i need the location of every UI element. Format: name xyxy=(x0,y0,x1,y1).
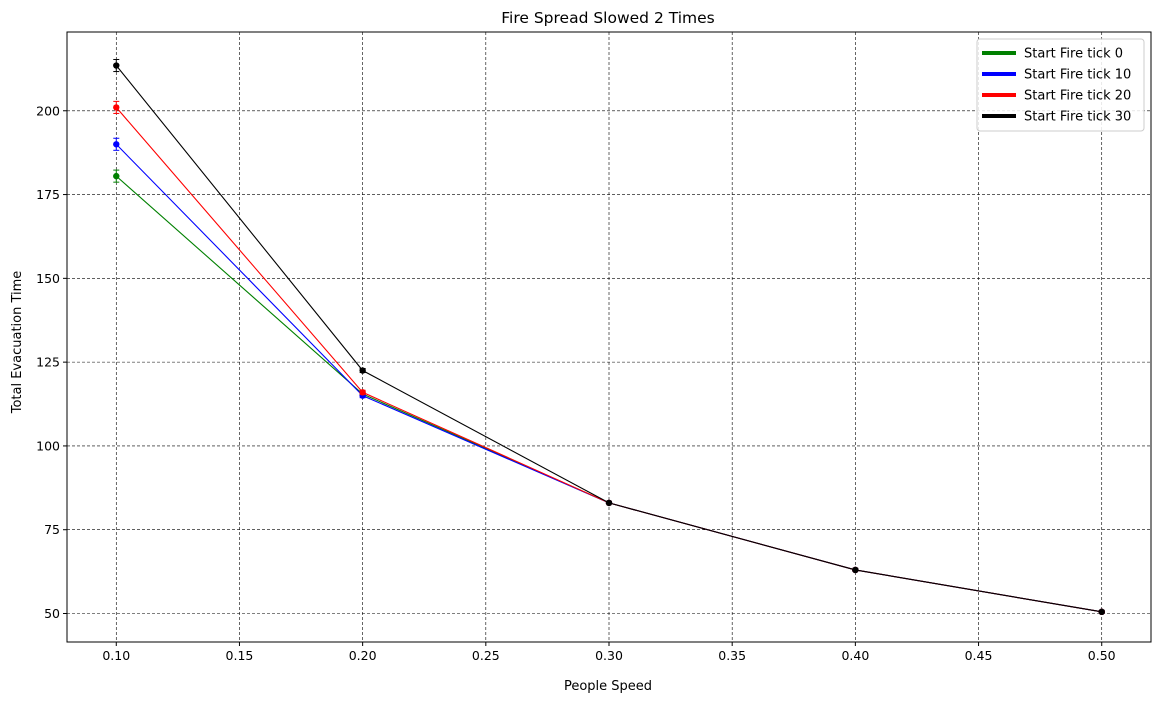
x-axis-label: People Speed xyxy=(564,679,652,694)
series-3 xyxy=(113,58,1105,616)
y-axis-ticks: 50 75 100 125 150 175 200 xyxy=(36,103,67,621)
y-tick-label: 125 xyxy=(36,355,60,370)
legend-label: Start Fire tick 20 xyxy=(1024,89,1131,104)
x-tick-label: 0.15 xyxy=(226,648,254,663)
x-tick-label: 0.45 xyxy=(965,648,993,663)
x-tick-label: 0.50 xyxy=(1088,648,1116,663)
data-point xyxy=(113,62,120,69)
data-point xyxy=(852,566,859,574)
data-point xyxy=(359,389,366,396)
data-point xyxy=(1098,608,1105,616)
x-tick-label: 0.30 xyxy=(595,648,623,663)
x-tick-label: 0.25 xyxy=(472,648,500,663)
data-point xyxy=(113,141,120,148)
legend-label: Start Fire tick 10 xyxy=(1024,68,1131,83)
grid xyxy=(67,32,1151,642)
x-tick-label: 0.35 xyxy=(718,648,746,663)
legend: Start Fire tick 0 Start Fire tick 10 Start… xyxy=(976,38,1145,132)
series-group xyxy=(113,58,1105,616)
y-tick-label: 175 xyxy=(36,187,60,202)
y-tick-label: 75 xyxy=(44,522,60,537)
data-point xyxy=(113,172,120,180)
legend-label: Start Fire tick 0 xyxy=(1024,47,1123,62)
data-point xyxy=(113,104,120,111)
plot-frame xyxy=(66,31,1152,643)
data-point xyxy=(605,499,613,507)
legend-label: Start Fire tick 30 xyxy=(1024,110,1131,125)
legend-box xyxy=(976,38,1145,132)
y-tick-label: 150 xyxy=(36,271,60,286)
x-tick-label: 0.40 xyxy=(841,648,869,663)
y-tick-label: 100 xyxy=(36,438,60,453)
chart-title: Fire Spread Slowed 2 Times xyxy=(501,9,715,27)
data-point xyxy=(359,367,366,374)
y-tick-label: 200 xyxy=(36,103,60,118)
y-tick-label: 50 xyxy=(44,606,60,621)
x-tick-label: 0.10 xyxy=(102,648,130,663)
x-axis-ticks: 0.10 0.15 0.20 0.25 0.30 0.35 0.40 0.45 0.50 xyxy=(102,642,1116,663)
x-tick-label: 0.20 xyxy=(349,648,377,663)
y-axis-label: Total Evacuation Time xyxy=(10,271,25,415)
